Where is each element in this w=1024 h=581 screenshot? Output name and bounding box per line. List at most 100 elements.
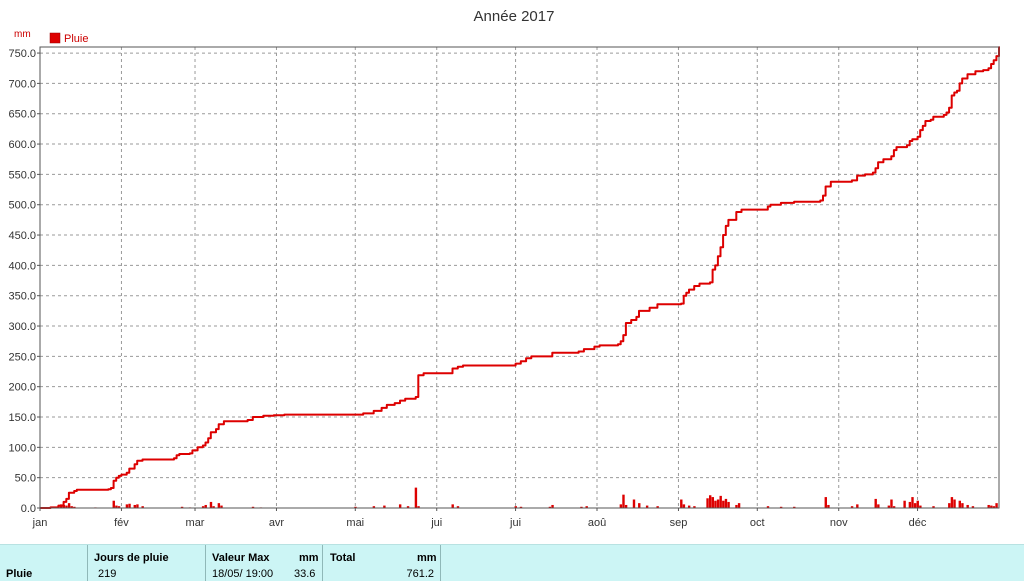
daily-rain-bar — [417, 506, 420, 508]
y-tick-label: 450.0 — [8, 230, 36, 242]
x-tick-label: jan — [32, 517, 48, 529]
legend-swatch — [49, 32, 61, 44]
daily-rain-bar — [398, 504, 402, 508]
y-unit-label: mm — [14, 29, 31, 40]
x-tick-label: aoû — [588, 517, 606, 529]
max-value-amount: 33.6 — [294, 568, 316, 580]
daily-rain-bar — [995, 503, 998, 508]
daily-rain-bar — [735, 504, 738, 508]
x-tick-label: fév — [114, 517, 129, 529]
daily-rain-bar — [706, 498, 709, 508]
x-tick-label: mai — [346, 517, 364, 529]
rain-days-header: Jours de pluie — [94, 552, 169, 564]
stats-separator — [87, 545, 88, 581]
daily-rain-bar — [908, 501, 912, 508]
daily-rain-bar — [372, 506, 376, 508]
y-tick-label: 650.0 — [8, 109, 36, 121]
total-unit: mm — [417, 552, 437, 564]
daily-rain-bar — [990, 505, 993, 508]
daily-rain-bar — [201, 506, 205, 508]
total-cell: Total mm 761.2 — [323, 545, 440, 581]
daily-rain-bar — [645, 505, 649, 508]
daily-rain-bar — [67, 503, 71, 508]
daily-rain-bar — [711, 497, 715, 508]
daily-rain-bar — [911, 497, 914, 508]
y-tick-label: 550.0 — [8, 169, 36, 181]
y-tick-label: 250.0 — [8, 351, 36, 363]
daily-rain-bar — [687, 505, 691, 508]
daily-rain-bar — [856, 504, 859, 508]
daily-bars — [57, 487, 998, 508]
y-tick-label: 200.0 — [8, 382, 36, 394]
daily-rain-bar — [70, 506, 73, 508]
daily-rain-bar — [948, 503, 951, 508]
daily-rain-bar — [133, 504, 136, 508]
y-tick-label: 150.0 — [8, 412, 36, 424]
daily-rain-bar — [892, 506, 896, 508]
stats-separator — [205, 545, 206, 581]
cumulative-line — [40, 46, 1000, 509]
max-value-unit: mm — [299, 552, 319, 564]
daily-rain-bar — [136, 504, 139, 508]
daily-rain-bar — [632, 499, 636, 508]
daily-rain-bar — [779, 506, 783, 508]
y-tick-label: 300.0 — [8, 321, 36, 333]
daily-rain-bar — [727, 501, 730, 508]
daily-rain-bar — [619, 504, 623, 508]
y-tick-label: 400.0 — [8, 260, 36, 272]
grid-layer — [40, 47, 999, 508]
daily-rain-bar — [451, 504, 454, 508]
daily-rain-bar — [128, 503, 131, 508]
daily-rain-bar — [125, 504, 129, 508]
x-tick-label: mar — [186, 517, 205, 529]
x-tick-label: sep — [670, 517, 688, 529]
daily-rain-bar — [354, 506, 357, 508]
y-tick-label: 50.0 — [15, 473, 36, 485]
daily-rain-bar — [180, 506, 184, 508]
daily-rain-bar — [971, 506, 975, 508]
daily-rain-bar — [220, 505, 223, 508]
total-value: 761.2 — [406, 568, 434, 580]
stats-separator — [322, 545, 323, 581]
daily-rain-bar — [117, 506, 121, 508]
x-axis-ticks: jan fév mar avr mai jui jui aoû sep oct nov déc — [32, 508, 927, 529]
max-value-header: Valeur Max — [212, 552, 270, 564]
daily-rain-bar — [456, 506, 460, 508]
y-tick-label: 100.0 — [8, 442, 36, 454]
daily-rain-bar — [932, 506, 935, 508]
daily-rain-bar — [585, 506, 588, 508]
daily-rain-bar — [212, 506, 215, 508]
daily-rain-bar — [708, 495, 712, 508]
daily-rain-bar — [724, 498, 728, 508]
daily-rain-bar — [719, 495, 722, 508]
daily-rain-bar — [251, 506, 255, 508]
x-tick-label: nov — [830, 517, 848, 529]
daily-rain-bar — [714, 500, 717, 508]
daily-rain-bar — [953, 499, 956, 508]
daily-rain-bar — [656, 506, 659, 508]
daily-rain-bar — [115, 505, 118, 508]
daily-rain-bar — [141, 506, 144, 508]
daily-rain-bar — [824, 497, 827, 508]
daily-rain-bar — [383, 505, 386, 508]
plot-frame — [39, 46, 1000, 509]
daily-rain-bar — [682, 504, 686, 508]
rain-days-value: 219 — [98, 568, 117, 580]
daily-rain-bar — [850, 506, 854, 508]
daily-rain-bar — [519, 506, 523, 508]
daily-rain-bar — [548, 506, 552, 508]
daily-rain-bar — [913, 503, 917, 508]
daily-rain-bar — [722, 500, 725, 508]
x-tick-label: jui — [509, 517, 521, 529]
total-header: Total — [330, 552, 356, 564]
y-tick-label: 350.0 — [8, 291, 36, 303]
y-tick-label: 700.0 — [8, 78, 36, 90]
daily-rain-bar — [916, 500, 919, 508]
daily-rain-bar — [406, 506, 410, 508]
daily-rain-bar — [877, 504, 880, 508]
y-tick-label: 500.0 — [8, 200, 36, 212]
y-axis-ticks: 0.0 50.0 100.0 150.0 200.0 250.0 300.0 350.0 400… — [8, 48, 40, 515]
x-tick-label: jui — [430, 517, 442, 529]
daily-rain-bar — [112, 500, 115, 508]
daily-rain-bar — [580, 506, 583, 508]
